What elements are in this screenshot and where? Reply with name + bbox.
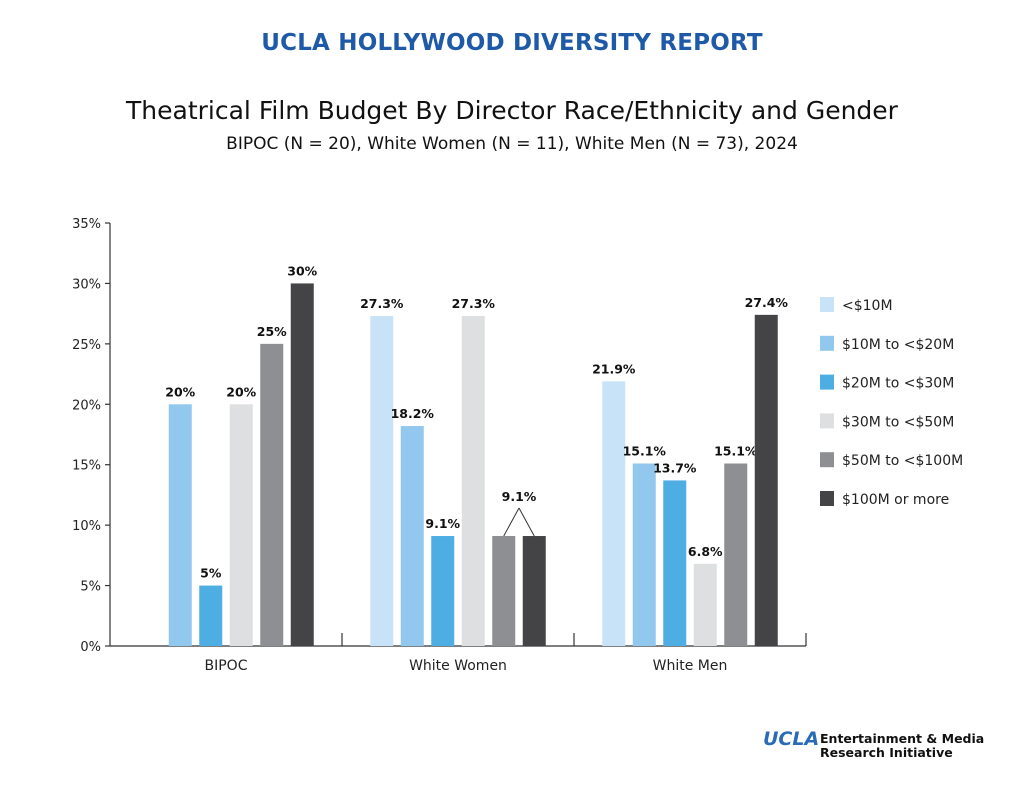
legend-swatch bbox=[820, 452, 834, 468]
legend-swatch bbox=[820, 413, 834, 429]
bar bbox=[229, 404, 253, 646]
data-label: 20% bbox=[226, 384, 256, 399]
bar bbox=[522, 536, 546, 646]
logo-line-1: Entertainment & Media bbox=[820, 731, 985, 746]
legend-swatch bbox=[820, 374, 834, 390]
chart-title: Theatrical Film Budget By Director Race/… bbox=[126, 96, 898, 125]
data-label: 30% bbox=[287, 263, 317, 278]
logo-line-2: Research Initiative bbox=[820, 745, 953, 760]
chart-subtitle: BIPOC (N = 20), White Women (N = 11), Wh… bbox=[226, 134, 798, 154]
bar bbox=[693, 563, 717, 646]
legend-label: $30M to <$50M bbox=[842, 414, 954, 430]
bar bbox=[754, 314, 778, 646]
x-tick-label: White Men bbox=[653, 658, 728, 674]
data-label: 25% bbox=[257, 324, 287, 339]
data-label: 5% bbox=[200, 566, 222, 581]
data-label: 15.1% bbox=[714, 444, 758, 459]
data-label: 20% bbox=[165, 384, 195, 399]
logo-text: Entertainment & Media Research Initiativ… bbox=[820, 732, 984, 760]
y-tick-label: 30% bbox=[72, 277, 101, 292]
legend-label: $50M to <$100M bbox=[842, 453, 963, 469]
bar bbox=[663, 480, 687, 646]
y-tick-label: 0% bbox=[80, 640, 101, 655]
data-label: 27.4% bbox=[745, 295, 789, 310]
legend-swatch bbox=[820, 335, 834, 351]
data-label: 27.3% bbox=[452, 296, 496, 311]
report-title: UCLA HOLLYWOOD DIVERSITY REPORT bbox=[261, 30, 763, 56]
bar bbox=[290, 283, 314, 646]
bar bbox=[724, 463, 748, 646]
bar bbox=[260, 343, 284, 646]
bar bbox=[431, 536, 455, 646]
legend-label: $100M or more bbox=[842, 492, 949, 508]
x-tick-label: BIPOC bbox=[205, 658, 248, 674]
x-tick-label: White Women bbox=[409, 658, 507, 674]
bar bbox=[632, 463, 656, 646]
bar bbox=[461, 316, 485, 646]
bar bbox=[199, 585, 223, 646]
data-label: 6.8% bbox=[688, 544, 723, 559]
legend-label: $10M to <$20M bbox=[842, 337, 954, 353]
legend-label: <$10M bbox=[842, 298, 893, 314]
bar bbox=[168, 404, 192, 646]
data-label: 13.7% bbox=[653, 460, 697, 475]
bar bbox=[400, 426, 424, 646]
y-tick-label: 15% bbox=[72, 459, 101, 474]
data-label: 18.2% bbox=[391, 406, 435, 421]
callout-line bbox=[518, 507, 535, 537]
callout-line bbox=[503, 507, 520, 537]
y-tick-label: 5% bbox=[80, 580, 101, 595]
bar bbox=[492, 536, 516, 646]
legend-swatch bbox=[820, 297, 834, 312]
legend-swatch bbox=[820, 491, 834, 506]
y-tick-label: 35% bbox=[72, 217, 101, 232]
logo-mark: UCLA bbox=[763, 728, 820, 750]
y-tick-label: 10% bbox=[72, 519, 101, 534]
bar bbox=[370, 316, 394, 646]
y-tick-label: 25% bbox=[72, 338, 101, 353]
data-label: 15.1% bbox=[623, 444, 667, 459]
data-label: 9.1% bbox=[425, 516, 460, 531]
y-tick-label: 20% bbox=[72, 398, 101, 413]
data-label: 27.3% bbox=[360, 296, 404, 311]
bar bbox=[602, 381, 626, 646]
legend-label: $20M to <$30M bbox=[842, 376, 954, 392]
data-label: 21.9% bbox=[592, 361, 636, 376]
data-label: 9.1% bbox=[502, 489, 537, 504]
